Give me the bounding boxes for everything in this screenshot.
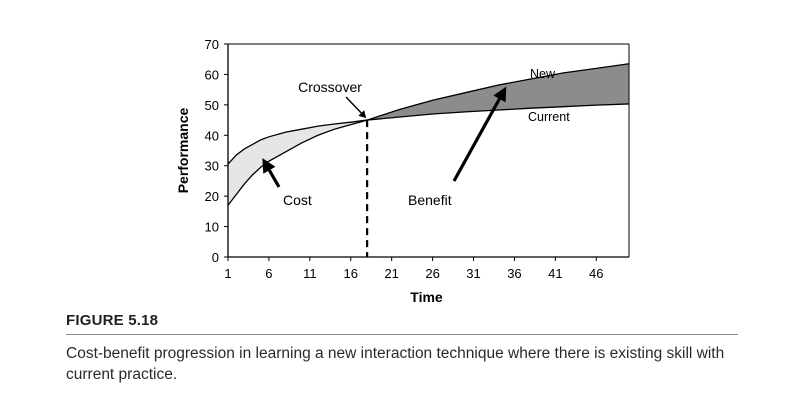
x-tick-label: 46 [589,266,603,281]
x-tick-label: 16 [344,266,358,281]
x-tick-label: 31 [466,266,480,281]
caption-divider [66,334,738,335]
y-tick-label: 0 [212,250,219,265]
x-tick-label: 41 [548,266,562,281]
y-axis-label: Performance [175,107,191,193]
crossover-annotation: Crossover [298,79,362,95]
x-tick-label: 36 [507,266,521,281]
x-tick-label: 1 [224,266,231,281]
series-line-current [227,103,630,165]
y-tick-label: 10 [205,220,219,235]
cost-annotation: Cost [283,192,312,208]
figure-label: FIGURE 5.18 [66,312,159,329]
y-tick-label: 70 [205,37,219,52]
x-tick-label: 26 [425,266,439,281]
y-tick-label: 50 [205,98,219,113]
y-tick-label: 20 [205,189,219,204]
y-tick-label: 60 [205,67,219,82]
y-tick-label: 30 [205,159,219,174]
cost-area [228,120,368,206]
x-tick-label: 11 [303,266,317,281]
benefit-arrow [452,86,507,182]
series-label-new: New [530,67,556,81]
crossover-arrow [345,96,367,119]
x-tick-label: 6 [265,266,272,281]
y-tick-label: 40 [205,128,219,143]
series-line-new [227,63,630,206]
series-label-current: Current [528,110,570,124]
benefit-annotation: Benefit [408,192,452,208]
x-tick-label: 21 [384,266,398,281]
x-axis-label: Time [410,289,443,305]
benefit-area [367,63,629,121]
cost-arrow [262,158,281,188]
figure-caption: Cost-benefit progression in learning a n… [66,345,725,383]
